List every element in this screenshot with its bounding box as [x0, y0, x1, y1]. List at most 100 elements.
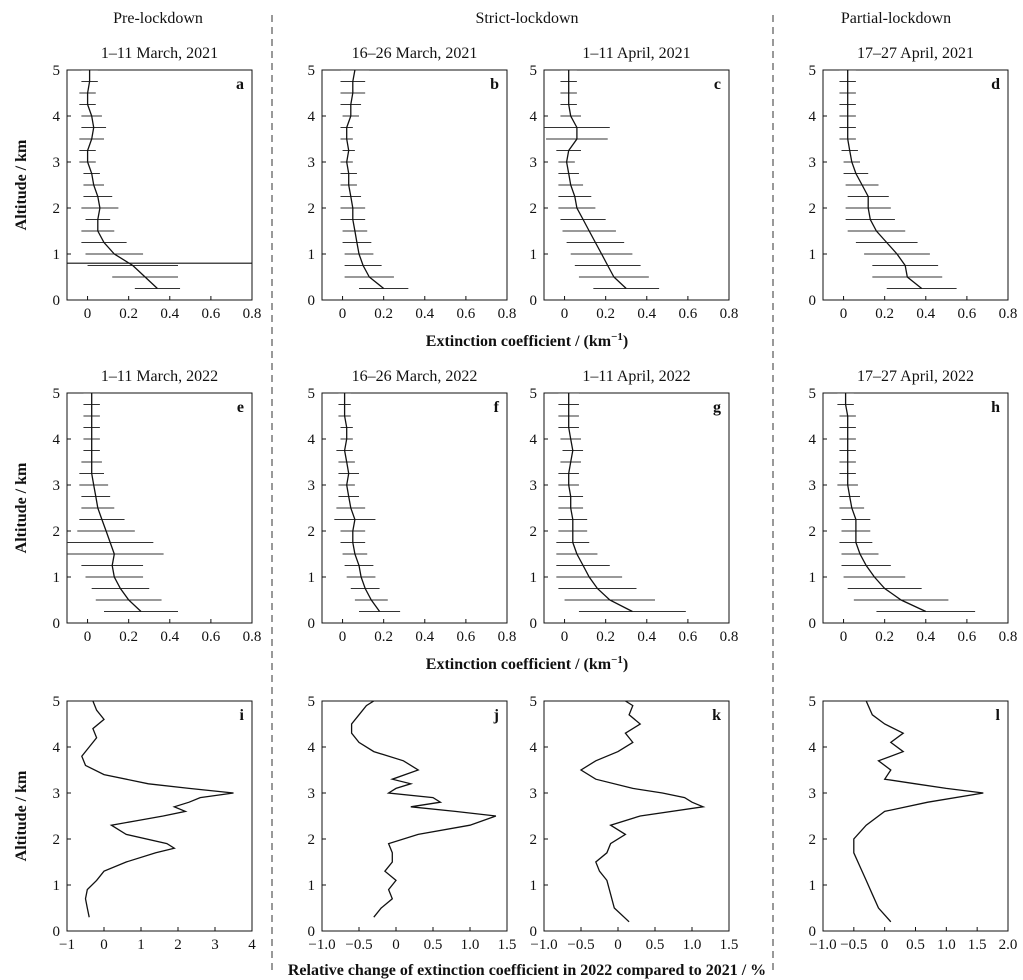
x-tick-label: 2.0 — [999, 937, 1018, 953]
x-tick-label: 0 — [840, 629, 848, 645]
y-tick-label: 5 — [530, 694, 538, 710]
x-tick-label: 0 — [339, 629, 347, 645]
x-tick-label: 1.5 — [968, 937, 987, 953]
panel-frame — [66, 69, 253, 301]
y-tick-label: 3 — [809, 478, 817, 494]
x-tick-label: −0.5 — [840, 937, 867, 953]
y-tick-label: 2 — [809, 832, 817, 848]
y-tick-label: 3 — [53, 155, 61, 171]
y-tick-label: 3 — [53, 786, 61, 802]
x-tick-label: 0.4 — [415, 306, 434, 322]
header-pre-lockdown: Pre-lockdown — [113, 10, 203, 27]
plot-area — [350, 701, 497, 918]
x-tick-label: 0.6 — [457, 306, 476, 322]
panel-letter: b — [490, 76, 499, 93]
y-tick-label: 3 — [809, 786, 817, 802]
plot-area — [340, 70, 409, 290]
y-tick-label: 2 — [530, 832, 538, 848]
y-tick-label: 0 — [530, 293, 538, 309]
panel-letter: h — [991, 399, 1000, 416]
y-tick-label: 5 — [530, 386, 538, 402]
x-tick-label: 2 — [174, 937, 182, 953]
y-tick-label: 3 — [53, 478, 61, 494]
x-tick-label: 0.4 — [160, 306, 179, 322]
y-tick-label: 4 — [53, 109, 61, 125]
y-tick-label: 3 — [530, 786, 538, 802]
y-tick-label: 0 — [809, 293, 817, 309]
panel-frame — [543, 392, 730, 624]
x-tick-label: 0 — [561, 629, 569, 645]
x-tick-label: 0.4 — [916, 306, 935, 322]
x-tick-label: 0.2 — [374, 629, 393, 645]
plot-area — [67, 70, 252, 289]
x-tick-label: 0 — [339, 306, 347, 322]
x-tick-label: 0.4 — [916, 629, 935, 645]
panel-letter: k — [712, 707, 721, 724]
plot-area — [579, 701, 706, 923]
y-tick-label: 0 — [308, 293, 316, 309]
y-tick-label: 4 — [809, 740, 817, 756]
profile-line — [579, 701, 706, 923]
x-tick-label: 0.6 — [679, 629, 698, 645]
x-tick-label: 0.2 — [875, 629, 894, 645]
x-tick-label: −1.0 — [530, 937, 557, 953]
profile-line — [350, 701, 497, 918]
y-tick-label: 4 — [308, 432, 316, 448]
x-tick-label: 0.5 — [646, 937, 665, 953]
profile-line — [847, 70, 923, 290]
x-tick-label: 0.6 — [958, 629, 977, 645]
y-tick-label: 5 — [308, 694, 316, 710]
y-tick-label: 3 — [308, 155, 316, 171]
y-tick-label: 5 — [53, 63, 61, 79]
profile-line — [853, 701, 984, 923]
x-tick-label: 0.5 — [424, 937, 443, 953]
x-tick-label: 0.6 — [958, 306, 977, 322]
y-tick-label: 0 — [809, 616, 817, 632]
plot-area — [839, 70, 957, 290]
y-tick-label: 5 — [530, 63, 538, 79]
panel-title: 17–27 April, 2022 — [857, 368, 974, 385]
header-strict-lockdown: Strict-lockdown — [475, 10, 578, 27]
y-tick-label: 5 — [53, 386, 61, 402]
x-tick-label: 0.2 — [596, 629, 615, 645]
profile-line — [91, 393, 142, 612]
x-tick-label: 0.4 — [637, 306, 656, 322]
x-tick-label: 0.4 — [160, 629, 179, 645]
x-tick-label: 1.5 — [720, 937, 739, 953]
x-tick-label: 3 — [211, 937, 219, 953]
y-tick-label: 2 — [530, 524, 538, 540]
y-tick-label: 2 — [308, 524, 316, 540]
x-tick-label: 0.6 — [457, 629, 476, 645]
x-tick-label: 0.5 — [906, 937, 925, 953]
x-tick-label: −0.5 — [345, 937, 372, 953]
panel-l: 0 1 2 3 4 5 −1.0 −0.5 0 0.5 1.0 1.5 2.0 l — [809, 694, 1018, 953]
panel-letter: i — [240, 707, 245, 724]
y-tick-label: 4 — [308, 109, 316, 125]
x-axis-label-row1: Extinction coefficient / (km−1) — [426, 331, 628, 350]
x-tick-label: 0.2 — [875, 306, 894, 322]
plot-area — [837, 393, 976, 613]
y-tick-label: 1 — [809, 570, 817, 586]
y-tick-label: 5 — [308, 386, 316, 402]
x-tick-label: 0.8 — [243, 306, 262, 322]
x-tick-label: 1.5 — [498, 937, 517, 953]
y-tick-label: 1 — [809, 247, 817, 263]
y-tick-label: 5 — [53, 694, 61, 710]
x-tick-label: −1 — [59, 937, 75, 953]
x-tick-label: 0.2 — [119, 629, 138, 645]
panel-k: 0 1 2 3 4 5 −1.0 −0.5 0 0.5 1.0 1.5 k — [530, 694, 739, 953]
y-tick-label: 3 — [530, 155, 538, 171]
panel-letter: c — [714, 76, 721, 93]
panel-letter: g — [713, 399, 721, 416]
y-tick-label: 1 — [530, 570, 538, 586]
x-tick-label: 0 — [100, 937, 108, 953]
y-tick-label: 5 — [809, 63, 817, 79]
panel-frame — [321, 69, 508, 301]
panel-frame — [321, 700, 508, 932]
y-tick-label: 0 — [809, 924, 817, 940]
x-tick-label: 0 — [392, 937, 400, 953]
x-tick-label: 1 — [137, 937, 145, 953]
y-tick-label: 2 — [308, 832, 316, 848]
panel-title: 1–11 March, 2021 — [101, 45, 218, 62]
